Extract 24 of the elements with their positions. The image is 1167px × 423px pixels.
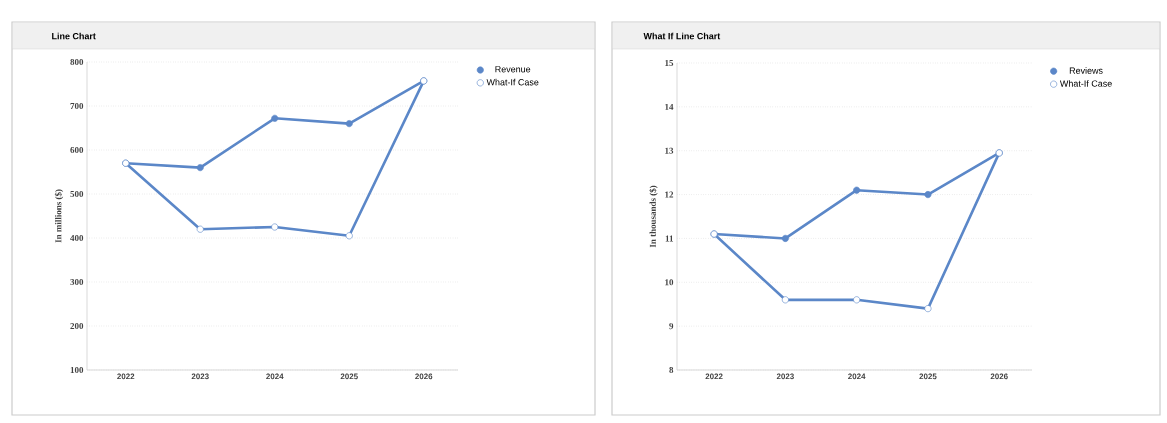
legend-label: What-If Case bbox=[1059, 80, 1112, 87]
y-tick-label: 200 bbox=[70, 322, 84, 330]
y-tick-label: 400 bbox=[70, 234, 84, 242]
y-tick-label: 8 bbox=[669, 366, 674, 374]
chart-title: What If Line Chart bbox=[643, 32, 721, 40]
legend-label: Revenue bbox=[495, 66, 531, 73]
y-tick-label: 800 bbox=[70, 58, 84, 66]
y-tick-label: 11 bbox=[665, 235, 674, 242]
legend-label: Reviews bbox=[1069, 67, 1103, 74]
y-tick-label: 12 bbox=[665, 191, 674, 198]
y-tick-label: 600 bbox=[70, 146, 84, 154]
y-tick-label: 700 bbox=[70, 102, 84, 110]
legend-label: What-If Case bbox=[486, 78, 539, 86]
y-tick-label: 14 bbox=[665, 103, 674, 110]
y-axis-title: In millions ($) bbox=[54, 189, 64, 243]
chart-title: Line Chart bbox=[52, 32, 96, 40]
y-tick-label: 9 bbox=[669, 323, 674, 330]
y-tick-label: 300 bbox=[70, 278, 84, 286]
y-tick-label: 10 bbox=[665, 279, 674, 286]
y-tick-label: 15 bbox=[665, 59, 674, 66]
y-tick-label: 13 bbox=[665, 147, 674, 154]
y-tick-label: 500 bbox=[70, 190, 84, 198]
y-tick-label: 100 bbox=[70, 366, 84, 374]
y-axis-title: In thousands ($) bbox=[649, 185, 658, 248]
